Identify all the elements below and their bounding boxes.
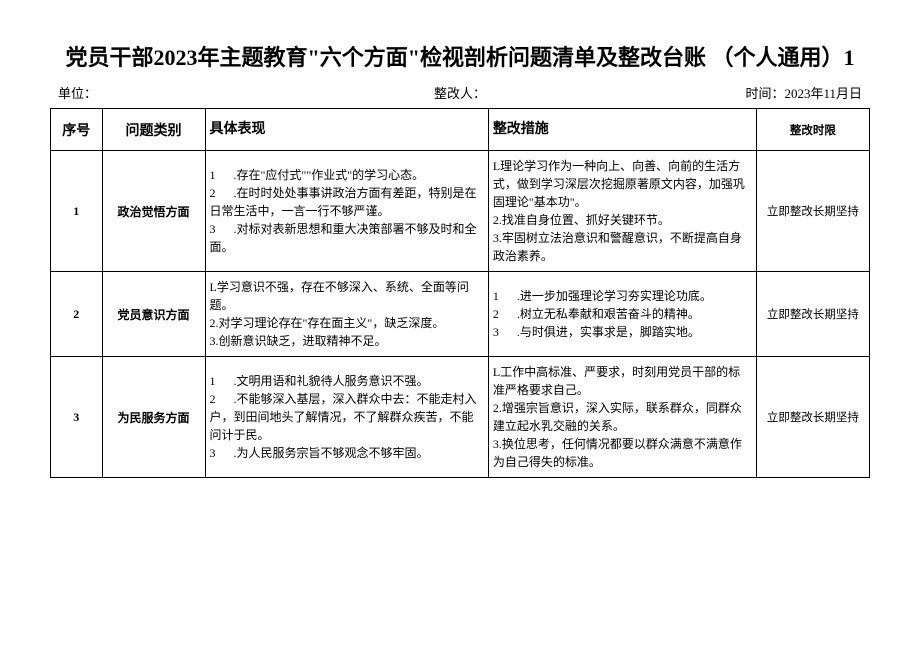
cell-deadline: 立即整改长期坚持 bbox=[756, 357, 869, 478]
cell-seq: 3 bbox=[51, 357, 103, 478]
unit-label: 单位： bbox=[58, 83, 326, 102]
col-header-seq: 序号 bbox=[51, 109, 103, 151]
header-row: 单位： 整改人： 时间：2023年11月日 bbox=[50, 83, 870, 102]
table-row: 3 为民服务方面 1 .文明用语和礼貌待人服务意识不强。 2 .不能够深入基层，… bbox=[51, 357, 870, 478]
cell-manifest: L学习意识不强，存在不够深入、系统、全面等问题。 2.对学习理论存在"存在面主义… bbox=[205, 272, 488, 357]
table-row: 1 政治觉悟方面 1 .存在"应付式""作业式"的学习心态。 2 .在时时处处事… bbox=[51, 151, 870, 272]
col-header-measure: 整改措施 bbox=[488, 109, 756, 151]
cell-measure: 1 .进一步加强理论学习夯实理论功底。 2 .树立无私奉献和艰苦奋斗的精神。 3… bbox=[488, 272, 756, 357]
cell-manifest: 1 .存在"应付式""作业式"的学习心态。 2 .在时时处处事事讲政治方面有差距… bbox=[205, 151, 488, 272]
cell-deadline: 立即整改长期坚持 bbox=[756, 272, 869, 357]
cell-manifest: 1 .文明用语和礼貌待人服务意识不强。 2 .不能够深入基层，深入群众中去：不能… bbox=[205, 357, 488, 478]
col-header-category: 问题类别 bbox=[102, 109, 205, 151]
table-row: 2 党员意识方面 L学习意识不强，存在不够深入、系统、全面等问题。 2.对学习理… bbox=[51, 272, 870, 357]
document-title: 党员干部2023年主题教育"六个方面"检视剖析问题清单及整改台账 （个人通用）1 bbox=[50, 40, 870, 75]
main-table: 序号 问题类别 具体表现 整改措施 整改时限 1 政治觉悟方面 1 .存在"应付… bbox=[50, 108, 870, 478]
cell-category: 为民服务方面 bbox=[102, 357, 205, 478]
cell-category: 政治觉悟方面 bbox=[102, 151, 205, 272]
cell-category: 党员意识方面 bbox=[102, 272, 205, 357]
table-header-row: 序号 问题类别 具体表现 整改措施 整改时限 bbox=[51, 109, 870, 151]
col-header-manifest: 具体表现 bbox=[205, 109, 488, 151]
col-header-deadline: 整改时限 bbox=[756, 109, 869, 151]
time-label: 时间：2023年11月日 bbox=[594, 83, 862, 102]
cell-measure: L工作中高标准、严要求，时刻用党员干部的标准严格要求自己。 2.增强宗旨意识，深… bbox=[488, 357, 756, 478]
cell-seq: 1 bbox=[51, 151, 103, 272]
reformer-label: 整改人： bbox=[326, 83, 594, 102]
cell-seq: 2 bbox=[51, 272, 103, 357]
cell-measure: L理论学习作为一种向上、向善、向前的生活方式，做到学习深层次挖掘原著原文内容，加… bbox=[488, 151, 756, 272]
cell-deadline: 立即整改长期坚持 bbox=[756, 151, 869, 272]
